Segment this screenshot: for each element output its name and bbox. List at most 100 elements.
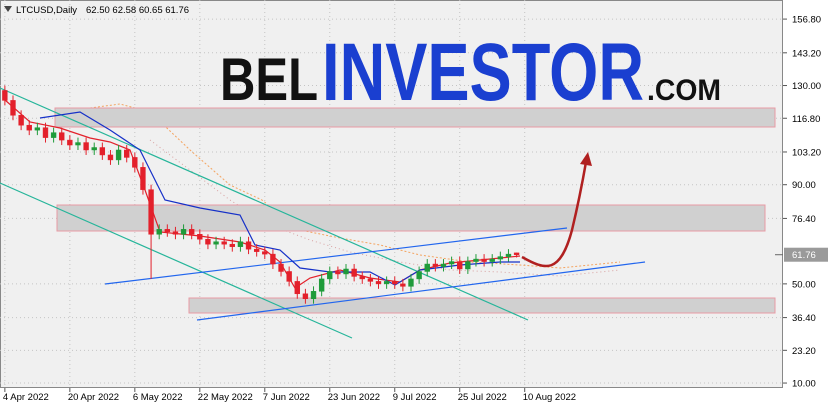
watermark-part: BEL bbox=[220, 46, 318, 113]
y-tick-label: 36.40 bbox=[792, 313, 816, 324]
candle-body bbox=[10, 100, 16, 116]
candles bbox=[2, 85, 520, 304]
candle-body bbox=[59, 132, 65, 141]
candle-body bbox=[245, 241, 252, 250]
candle-body bbox=[197, 234, 203, 240]
candle-body bbox=[383, 281, 390, 285]
current-price-label: 61.76 bbox=[792, 250, 816, 261]
candle-body bbox=[91, 147, 97, 151]
candle-body bbox=[26, 124, 32, 131]
candle-body bbox=[124, 149, 130, 158]
x-tick-label: 9 Jul 2022 bbox=[393, 392, 437, 403]
candle-body bbox=[481, 258, 487, 262]
x-tick-label: 10 Aug 2022 bbox=[523, 392, 576, 403]
candle-body bbox=[424, 263, 430, 272]
candle-body bbox=[115, 149, 122, 161]
y-tick-label: 156.80 bbox=[792, 15, 821, 26]
candle-body bbox=[67, 139, 73, 146]
candle-body bbox=[327, 271, 333, 280]
current-price-box bbox=[784, 247, 828, 262]
x-tick-label: 4 Apr 2022 bbox=[3, 392, 49, 403]
y-tick-label: 23.20 bbox=[792, 346, 816, 357]
y-tick-label: 116.80 bbox=[792, 114, 820, 125]
candle-body bbox=[34, 127, 41, 131]
candle-body bbox=[2, 90, 8, 101]
x-tick-label: 23 Jun 2022 bbox=[328, 392, 380, 403]
candle-body bbox=[294, 281, 300, 295]
candle-body bbox=[148, 189, 154, 235]
candle-body bbox=[83, 142, 89, 151]
y-tick-label: 50.00 bbox=[792, 279, 816, 290]
candle-body bbox=[505, 253, 512, 257]
candle-body bbox=[164, 229, 171, 233]
x-tick-label: 20 Apr 2022 bbox=[68, 392, 119, 403]
candle-body bbox=[180, 229, 187, 235]
arrow-head bbox=[580, 152, 592, 166]
plot-area bbox=[0, 0, 783, 388]
candle-body bbox=[440, 263, 447, 267]
watermark-part: .COM bbox=[647, 74, 721, 107]
x-tick-label: 6 May 2022 bbox=[133, 392, 183, 403]
candle-body bbox=[367, 278, 374, 282]
candle-body bbox=[400, 283, 406, 287]
candle-body bbox=[473, 258, 479, 262]
candle-body bbox=[253, 248, 260, 252]
candle-body bbox=[172, 231, 179, 235]
candle-body bbox=[375, 281, 382, 285]
x-tick-label: 7 Jun 2022 bbox=[263, 392, 310, 403]
y-tick-label: 90.00 bbox=[792, 180, 816, 191]
base-line bbox=[39, 111, 520, 286]
resistance-zone bbox=[54, 107, 776, 128]
y-tick-label: 103.20 bbox=[792, 147, 821, 158]
candle-body bbox=[229, 243, 235, 247]
y-tick-label: 76.40 bbox=[792, 214, 816, 225]
candle-body bbox=[343, 268, 349, 275]
candle-body bbox=[99, 147, 106, 156]
x-tick-label: 25 Jul 2022 bbox=[458, 392, 507, 403]
candle-body bbox=[262, 251, 268, 255]
candle-body bbox=[156, 229, 162, 235]
candle-body bbox=[310, 291, 317, 299]
y-tick-label: 143.20 bbox=[792, 48, 821, 59]
chart-title: LTCUSD,Daily bbox=[16, 5, 77, 16]
candle-body bbox=[497, 256, 504, 260]
resistance-zone bbox=[56, 204, 766, 232]
watermark-part: INVESTOR bbox=[322, 27, 644, 118]
y-tick-label: 130.00 bbox=[792, 81, 821, 92]
channel-line bbox=[0, 182, 353, 339]
x-tick-label: 22 May 2022 bbox=[198, 392, 253, 403]
candle-body bbox=[75, 142, 81, 146]
candle-body bbox=[189, 229, 195, 235]
candle-body bbox=[213, 241, 219, 245]
candle-body bbox=[489, 258, 495, 262]
candle-body bbox=[107, 154, 114, 161]
candle-body bbox=[432, 263, 439, 267]
candle-body bbox=[50, 132, 57, 138]
candle-body bbox=[465, 261, 471, 270]
candle-body bbox=[448, 261, 455, 265]
candle-body bbox=[513, 252, 520, 255]
candle-body bbox=[392, 281, 398, 285]
forecast-arrow bbox=[521, 161, 588, 268]
candle-body bbox=[42, 127, 49, 138]
candle-body bbox=[221, 241, 227, 245]
candle-body bbox=[359, 276, 365, 280]
trend-line bbox=[196, 261, 646, 321]
candle-body bbox=[416, 271, 422, 280]
candle-body bbox=[351, 268, 357, 277]
symbol-icon bbox=[4, 6, 12, 12]
y-tick-label: 10.00 bbox=[792, 379, 816, 390]
candle-body bbox=[18, 115, 24, 126]
candle-body bbox=[132, 157, 138, 168]
candle-body bbox=[302, 293, 309, 299]
candle-body bbox=[408, 278, 414, 287]
candle-body bbox=[270, 253, 276, 265]
cloud-span-a bbox=[89, 103, 621, 269]
chart-title-values: 62.50 62.58 60.65 61.76 bbox=[86, 5, 189, 16]
candle-body bbox=[335, 271, 341, 275]
candle-body bbox=[205, 238, 211, 245]
drawings bbox=[0, 87, 776, 339]
trend-line bbox=[104, 227, 568, 285]
candle-body bbox=[318, 278, 325, 292]
